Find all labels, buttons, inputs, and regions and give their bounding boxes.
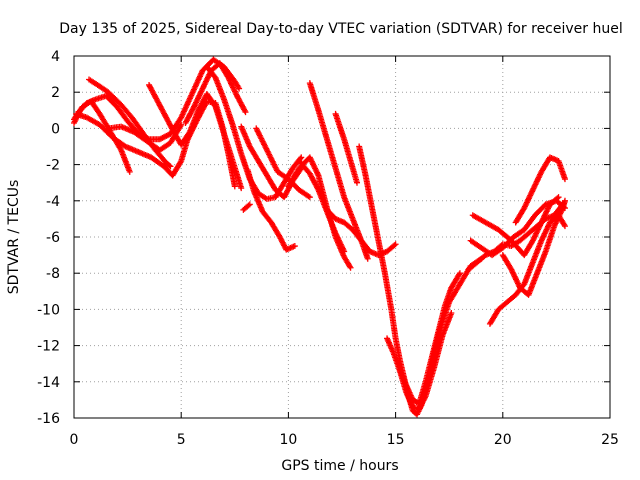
data-point [561, 197, 568, 204]
series-track-27 [499, 197, 568, 298]
grid [74, 56, 610, 418]
data-point [555, 194, 562, 201]
data-point [456, 270, 463, 277]
y-tick-label: 4 [51, 49, 60, 65]
data-point [561, 223, 568, 230]
data-point [305, 193, 312, 200]
series-track-14 [285, 154, 354, 271]
series-track-21 [396, 270, 463, 407]
data-point [177, 159, 184, 166]
series-track-12 [244, 167, 298, 253]
data-point [341, 248, 348, 255]
y-tick-label: -16 [37, 411, 60, 427]
data-point [126, 168, 133, 175]
series-track-3 [86, 76, 174, 170]
y-tick-label: -2 [46, 158, 60, 174]
x-tick-label: 25 [601, 432, 619, 448]
data-point [364, 255, 371, 262]
y-tick-label: -14 [37, 375, 60, 391]
data-point [554, 195, 561, 202]
series-track-7 [184, 98, 238, 190]
series-track-23 [467, 197, 568, 259]
y-tick-label: 0 [51, 121, 60, 137]
data-point [347, 264, 354, 271]
x-tick-label: 15 [387, 432, 405, 448]
data-point [291, 243, 298, 250]
x-tick-label: 0 [70, 432, 79, 448]
y-axis-label: SDTVAR / TECUs [6, 180, 22, 295]
data-point [298, 154, 305, 161]
data-point [178, 121, 185, 128]
data-series [71, 56, 568, 418]
y-tick-label: 2 [51, 85, 60, 101]
data-point [448, 310, 455, 317]
x-tick-label: 10 [279, 432, 297, 448]
chart-title: Day 135 of 2025, Sidereal Day-to-day VTE… [59, 21, 622, 37]
data-point [167, 163, 174, 170]
y-tick-label: -10 [37, 302, 60, 318]
x-tick-label: 20 [494, 432, 512, 448]
series-track-1 [71, 56, 243, 143]
data-point [306, 194, 313, 201]
y-tick-label: -6 [46, 230, 60, 246]
x-tick-label: 5 [177, 432, 186, 448]
y-tick-label: -4 [46, 194, 60, 210]
data-point [245, 202, 252, 209]
data-point [392, 241, 399, 248]
data-point [166, 162, 173, 169]
data-point [238, 185, 245, 192]
data-point [246, 201, 253, 208]
series-track-4 [105, 121, 185, 154]
data-point [236, 85, 243, 92]
series-track-10 [240, 201, 253, 213]
data-point [391, 242, 398, 249]
x-axis-label: GPS time / hours [281, 458, 398, 474]
series-track-15 [296, 157, 348, 255]
y-tick-label: -8 [46, 266, 60, 282]
series-track-26 [512, 154, 568, 226]
series-track-24 [469, 194, 562, 259]
data-point [231, 183, 238, 190]
data-point [354, 179, 361, 186]
data-point [561, 176, 568, 183]
y-tick-label: -12 [37, 339, 60, 355]
series-track-19 [356, 143, 485, 418]
series-track-17 [332, 110, 361, 186]
series-track-13 [253, 125, 313, 201]
data-point [242, 109, 249, 116]
data-point [456, 271, 463, 278]
